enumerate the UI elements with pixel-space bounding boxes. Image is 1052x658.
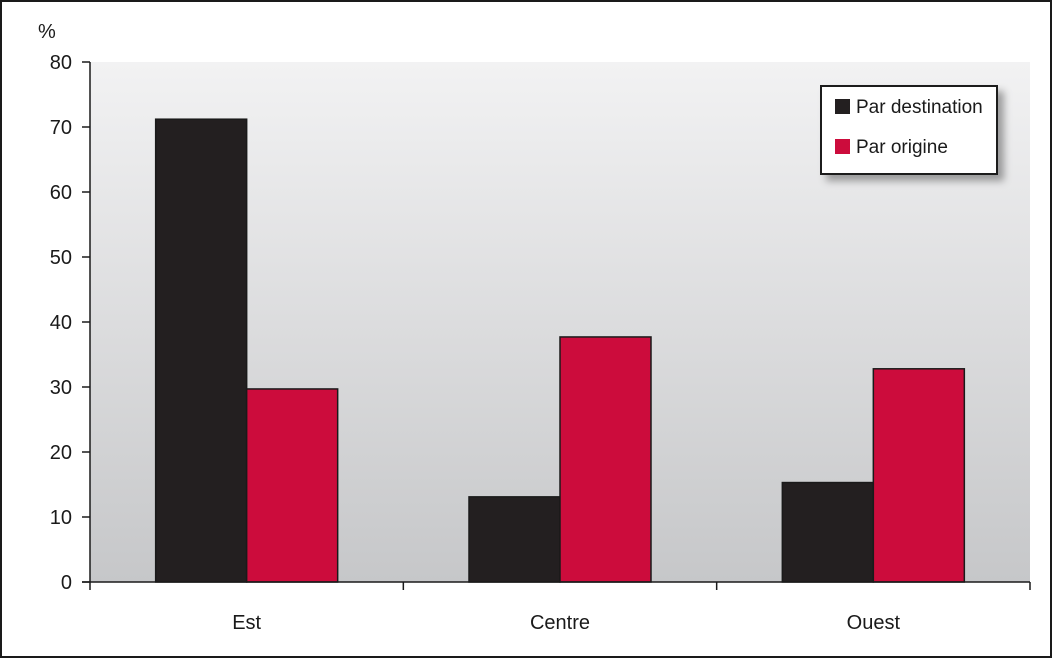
legend-box: [820, 85, 998, 175]
legend-label-par-destination: Par destination: [856, 97, 983, 118]
y-tick-label: 30: [50, 377, 72, 399]
bars-layer: [154, 118, 966, 583]
y-axis-unit-label: %: [38, 21, 56, 43]
y-tick-label: 60: [50, 182, 72, 204]
y-tick-label: 10: [50, 507, 72, 529]
bar-par-destination-centre: [468, 496, 561, 583]
legend: Par destination Par origine: [820, 85, 998, 175]
bar-par-destination-est: [154, 118, 248, 583]
y-tick-label: 0: [61, 572, 72, 594]
legend-swatch-par-destination: [835, 99, 850, 114]
x-tick-label-ouest: Ouest: [847, 612, 901, 634]
bar-par-origine-centre: [559, 336, 652, 583]
bar-par-origine-ouest: [872, 368, 966, 583]
x-tick-label-centre: Centre: [530, 612, 590, 634]
y-tick-label: 80: [50, 52, 72, 74]
legend-label-par-origine: Par origine: [856, 137, 948, 158]
axes-layer: 0 10 20 30 40 50 60 70 80 Est Centre Ouest: [50, 52, 1031, 634]
y-tick-label: 70: [50, 117, 72, 139]
y-tick-label: 40: [50, 312, 72, 334]
y-tick-label: 20: [50, 442, 72, 464]
y-tick-label: 50: [50, 247, 72, 269]
x-tick-label-est: Est: [232, 612, 261, 634]
bar-par-destination-ouest: [781, 481, 875, 583]
legend-swatch-par-origine: [835, 139, 850, 154]
bar-par-origine-est: [245, 388, 339, 583]
